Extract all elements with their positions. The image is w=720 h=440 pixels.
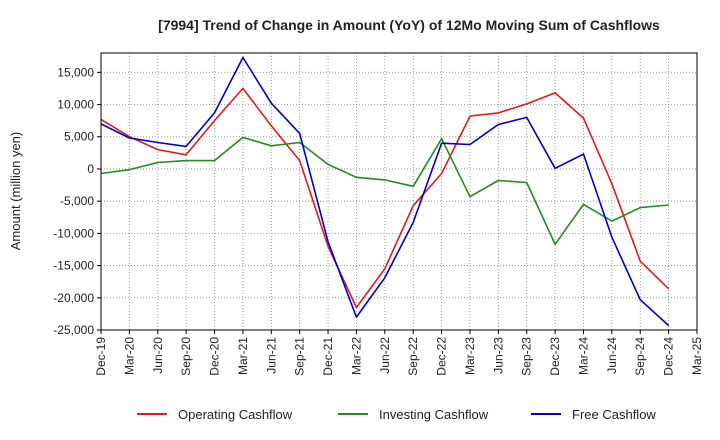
x-tick-label: Dec-24 (662, 337, 676, 376)
x-tick-label: Sep-23 (520, 337, 534, 376)
x-tick-label: Sep-20 (179, 337, 193, 376)
grid-lines (100, 53, 698, 331)
x-tick-label: Mar-25 (690, 337, 704, 375)
x-tick-label: Dec-21 (321, 337, 335, 376)
y-tick-label: -5,000 (60, 194, 94, 208)
chart-title: [7994] Trend of Change in Amount (YoY) o… (158, 17, 660, 33)
x-tick-label: Dec-23 (548, 337, 562, 376)
y-tick-label: 15,000 (57, 65, 94, 79)
series-line-0 (100, 87, 670, 309)
x-tick-label: Mar-24 (576, 337, 590, 375)
y-tick-label: -25,000 (53, 323, 94, 337)
x-tick-label: Jun-21 (264, 337, 278, 374)
legend: Operating Cashflow Investing Cashflow Fr… (137, 407, 656, 422)
plot-area (100, 52, 698, 331)
x-tick-label: Jun-20 (151, 337, 165, 374)
x-axis-ticks: Dec-19 Mar-20 Jun-20 Sep-20 Dec-20 Mar-21 Jun-… (94, 330, 704, 376)
series-line-2 (100, 56, 670, 327)
x-tick-label: Jun-23 (491, 337, 505, 374)
x-tick-label: Mar-20 (122, 337, 136, 375)
series-lines (100, 56, 670, 327)
x-tick-label: Sep-22 (406, 337, 420, 376)
x-tick-label: Mar-22 (349, 337, 363, 375)
legend-item-free: Free Cashflow (531, 407, 656, 422)
y-tick-label: -10,000 (53, 226, 94, 240)
legend-label-free: Free Cashflow (572, 407, 656, 422)
x-tick-label: Jun-22 (378, 337, 392, 374)
legend-item-investing: Investing Cashflow (338, 407, 489, 422)
x-tick-label: Sep-21 (293, 337, 307, 376)
series-line-1 (100, 136, 669, 246)
legend-label-investing: Investing Cashflow (379, 407, 489, 422)
y-tick-label: 5,000 (64, 130, 94, 144)
y-tick-label: 10,000 (57, 98, 94, 112)
y-tick-label: 0 (87, 162, 94, 176)
y-tick-label: -15,000 (53, 259, 94, 273)
x-tick-label: Mar-21 (236, 337, 250, 375)
x-tick-label: Mar-23 (463, 337, 477, 375)
y-axis-label: Amount (million yen) (8, 132, 23, 251)
legend-item-operating: Operating Cashflow (137, 407, 293, 422)
y-axis-ticks: 15,000 10,000 5,000 0 -5,000 -10,000 -15,000 -2… (53, 65, 101, 337)
x-tick-label: Jun-24 (605, 337, 619, 374)
x-tick-label: Dec-19 (94, 337, 108, 376)
x-tick-label: Dec-22 (435, 337, 449, 376)
x-tick-label: Dec-20 (208, 337, 222, 376)
legend-label-operating: Operating Cashflow (178, 407, 293, 422)
x-tick-label: Sep-24 (633, 337, 647, 376)
y-tick-label: -20,000 (53, 291, 94, 305)
